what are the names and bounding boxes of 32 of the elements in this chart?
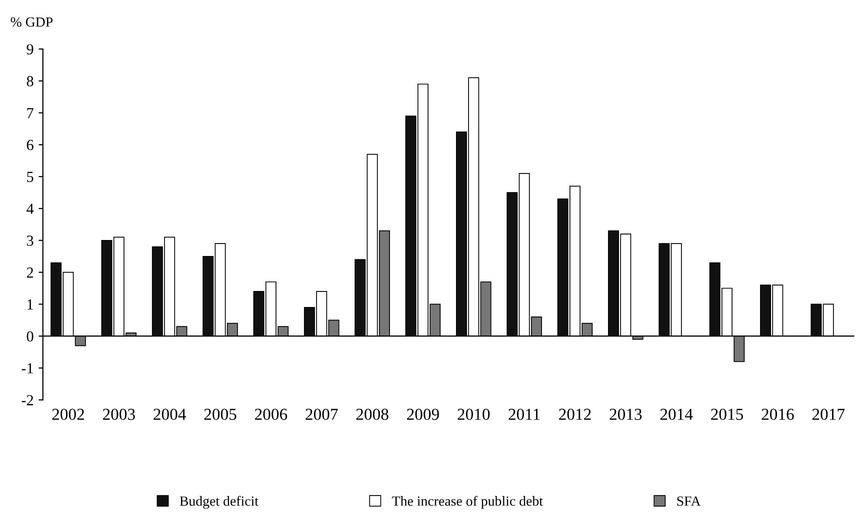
x-tick-label: 2003 (102, 408, 135, 420)
x-tick-label: 2017 (812, 408, 845, 420)
y-tick-label: 4 (26, 204, 34, 214)
legend-label: SFA (677, 496, 701, 506)
y-tick-label: -2 (22, 395, 34, 406)
y-tick-label: 2 (26, 267, 34, 278)
y-axis-title: % GDP (10, 17, 53, 27)
x-tick-label: 2002 (52, 408, 84, 420)
x-tick-label: 2011 (508, 408, 540, 420)
x-tick-label: 2008 (356, 408, 388, 420)
y-tick-label: 5 (27, 172, 34, 182)
x-tick-label: 2007 (306, 408, 338, 420)
x-tick-label: 2004 (154, 408, 186, 420)
x-tick-label: 2016 (762, 408, 794, 420)
x-tick-label: 2014 (660, 408, 693, 420)
legend-label: Budget deficit (180, 496, 258, 509)
y-tick-label: 6 (26, 140, 34, 150)
y-tick-label: 9 (26, 44, 34, 54)
y-tick-label: 0 (26, 331, 34, 342)
y-tick-label: 3 (26, 236, 34, 246)
x-tick-label: 2013 (610, 408, 642, 420)
y-tick-label: 7 (27, 108, 34, 118)
x-tick-label: 2005 (204, 408, 236, 420)
x-tick-label: 2015 (711, 408, 744, 420)
x-tick-label: 2010 (458, 408, 490, 420)
y-tick-label: -1 (22, 363, 33, 374)
y-tick-label: 8 (26, 76, 34, 86)
x-tick-label: 2012 (559, 408, 591, 420)
y-tick-label: 1 (28, 299, 33, 310)
x-tick-label: 2009 (407, 408, 439, 420)
legend-label: The increase of public debt (392, 496, 543, 509)
x-tick-label: 2006 (255, 408, 288, 420)
